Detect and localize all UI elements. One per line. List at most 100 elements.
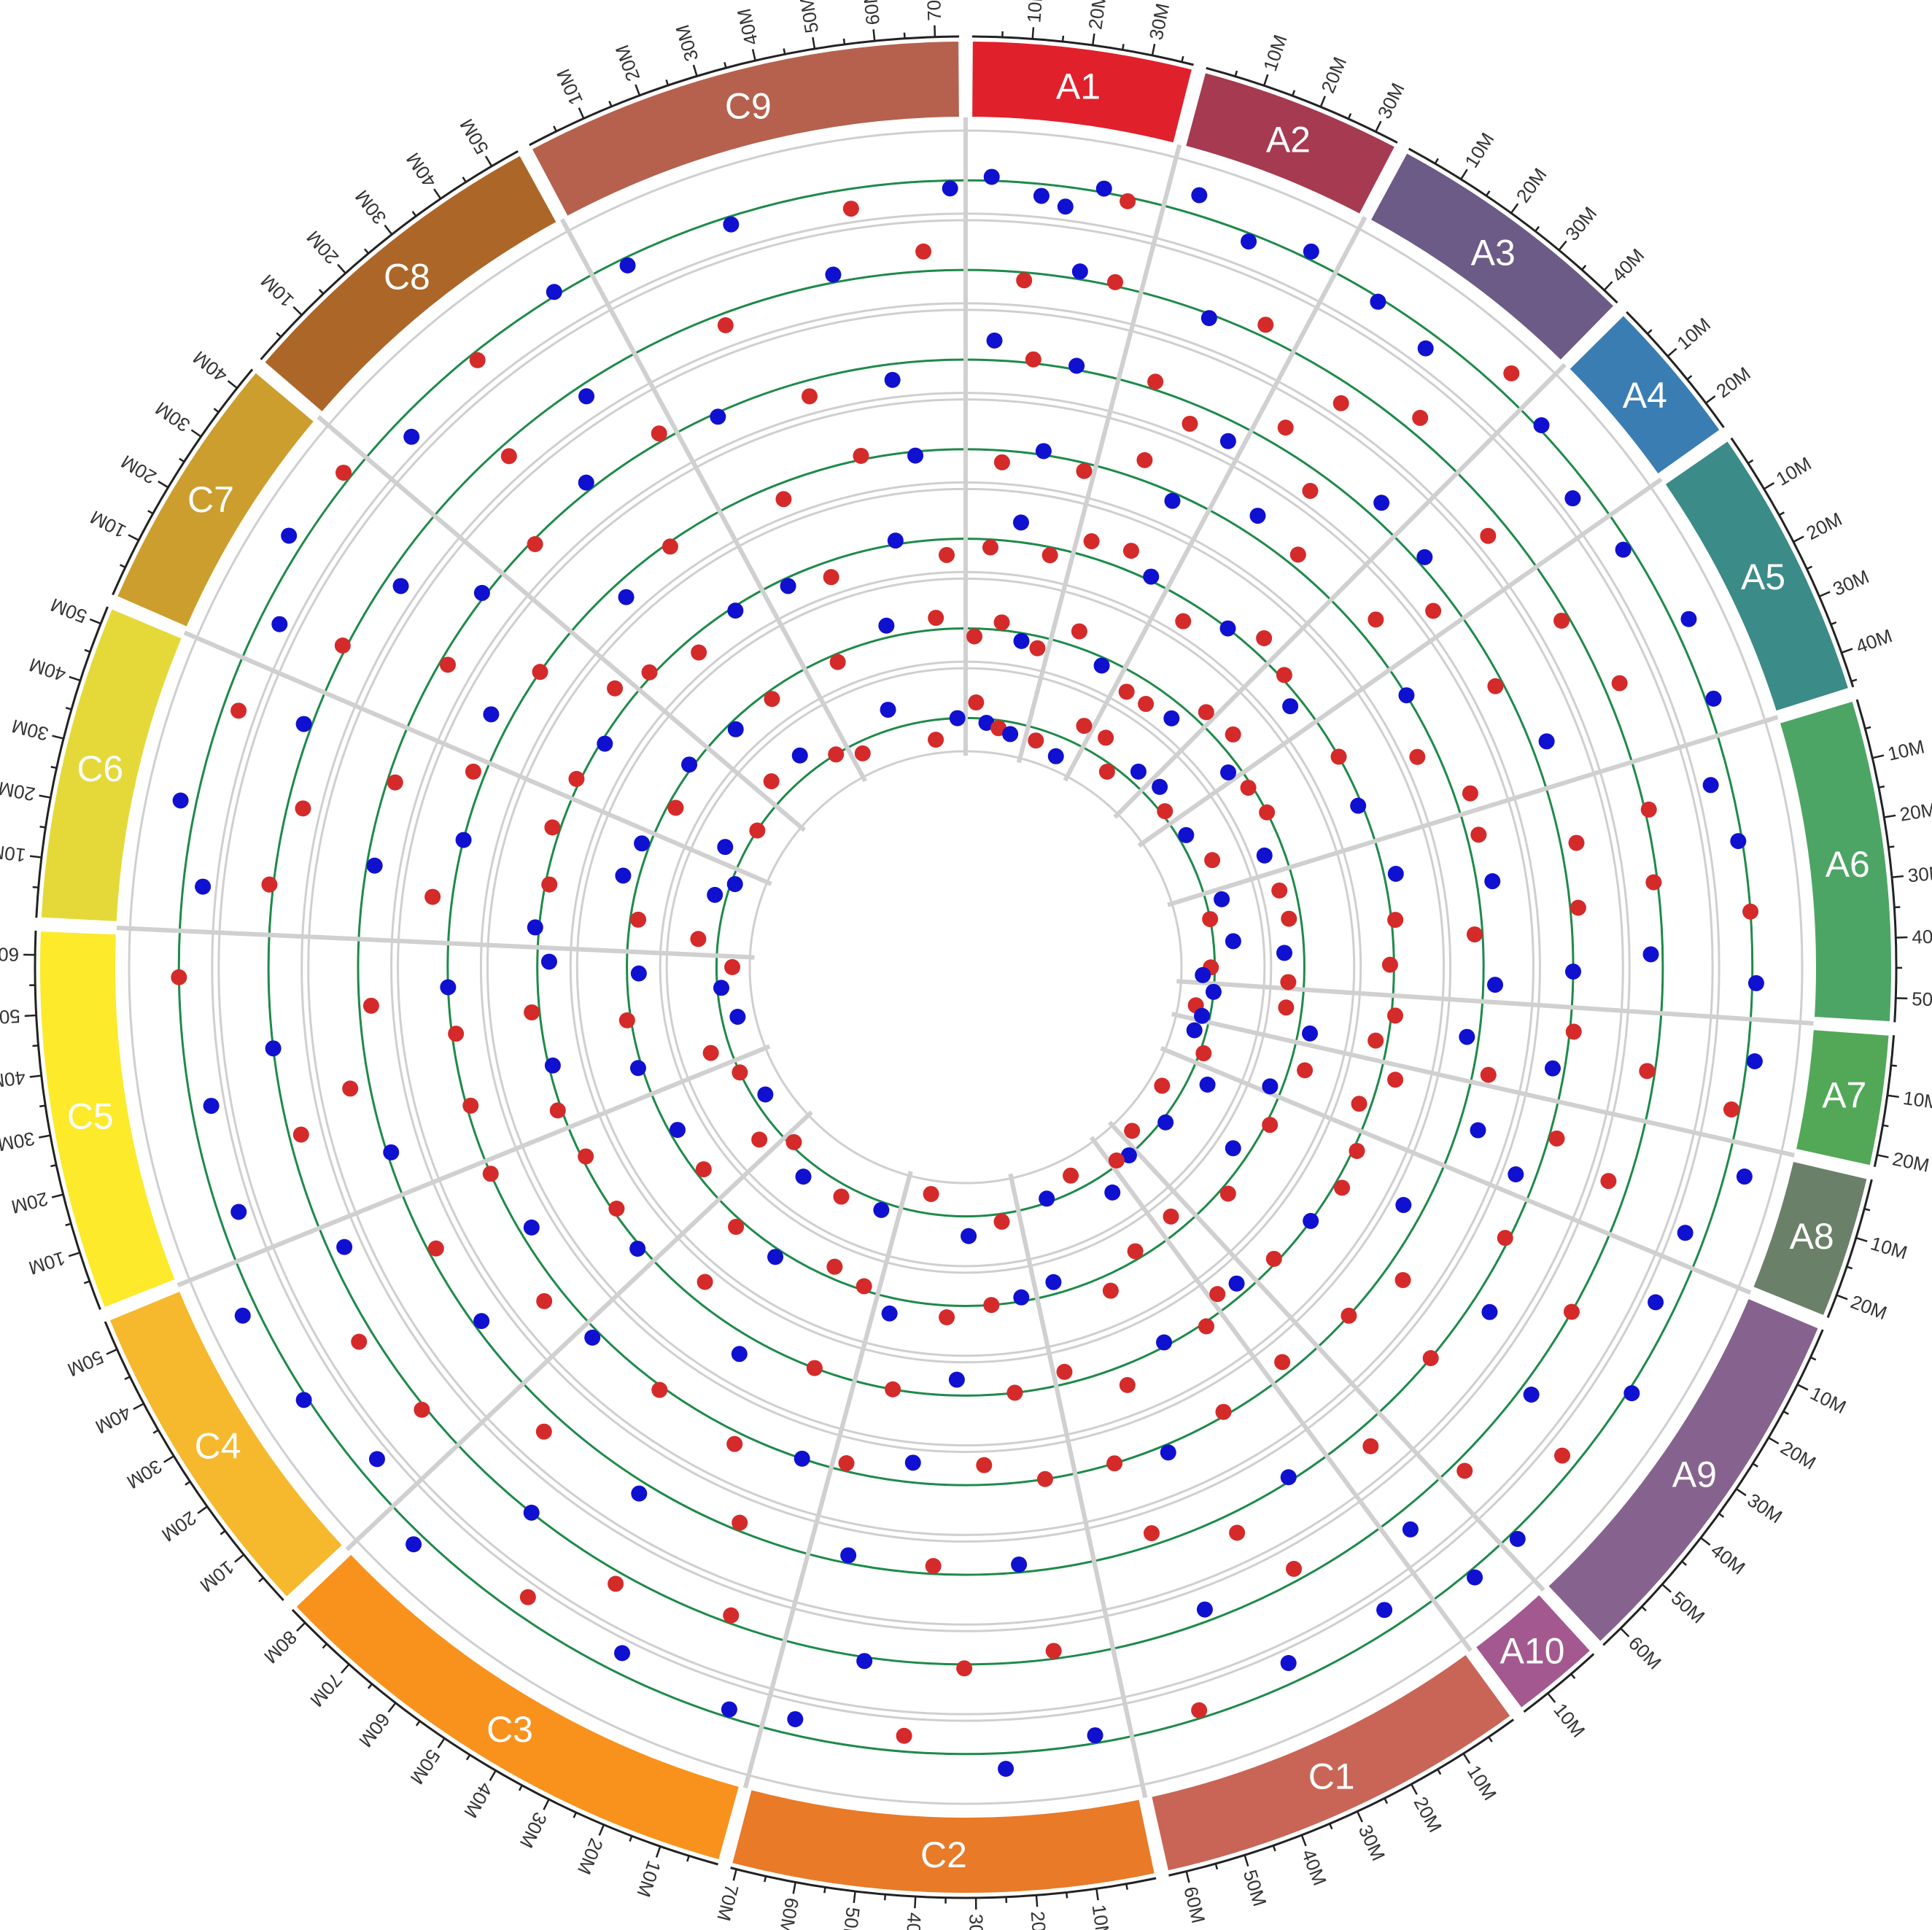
axis-tick (1793, 535, 1804, 543)
data-point (925, 1558, 942, 1575)
tick-label: 50M (406, 1745, 444, 1788)
tick-label: 50M (64, 1346, 106, 1381)
axis-tick (318, 289, 325, 295)
axis-tick (629, 1835, 633, 1842)
axis-tick (1035, 1895, 1039, 1907)
data-point (281, 527, 298, 544)
axis-tick (598, 1824, 605, 1836)
axis-arc (260, 150, 519, 360)
axis-tick (1570, 1673, 1576, 1679)
data-point (1102, 1282, 1119, 1299)
axis-tick (411, 211, 417, 217)
data-point (1648, 1294, 1664, 1311)
axis-arc (291, 1608, 718, 1866)
data-point (630, 911, 647, 928)
axis-arc (1826, 1179, 1873, 1319)
chromosome-label-a8: A8 (1790, 1216, 1834, 1257)
data-point (527, 536, 543, 553)
data-point (723, 216, 740, 233)
data-point (1240, 779, 1257, 796)
data-point (939, 1309, 955, 1325)
axis-tick (1855, 1236, 1868, 1242)
tick-label: 30M (351, 186, 391, 228)
tick-label: 30M (9, 715, 50, 745)
data-point (794, 1450, 810, 1467)
tick-label: 20M (611, 42, 645, 85)
axis-tick (1510, 203, 1519, 214)
data-point (840, 1547, 857, 1564)
tick-label: 10M (1772, 452, 1815, 490)
axis-tick (39, 1104, 46, 1108)
data-point (1553, 612, 1570, 629)
data-point (732, 1514, 748, 1531)
axis-tick (1291, 90, 1296, 96)
axis-tick (1121, 44, 1125, 50)
data-point (993, 614, 1010, 631)
tick-label: 60M (0, 943, 19, 966)
tick-label: 50M (0, 1005, 21, 1029)
data-point (608, 1201, 625, 1217)
tick-label: 60M (354, 1709, 395, 1751)
data-point (448, 1026, 465, 1042)
data-point (1083, 533, 1100, 550)
axis-tick (29, 1074, 42, 1078)
axis-arc (730, 1867, 1157, 1899)
axis-tick (518, 1785, 523, 1791)
data-point (717, 317, 734, 333)
data-point (764, 691, 780, 708)
data-point (1297, 1062, 1314, 1079)
chromosome-divider (1176, 979, 1814, 1026)
tick-label: 10M (1869, 1232, 1910, 1263)
chromosome-label-c3: C3 (486, 1709, 533, 1750)
data-point (1163, 710, 1180, 726)
data-point (885, 1381, 901, 1398)
tick-label: 40M (0, 1066, 27, 1093)
data-point (956, 1660, 973, 1677)
data-point (1553, 1447, 1570, 1464)
axis-arc (1206, 66, 1398, 144)
data-point (1332, 395, 1349, 411)
axis-tick (1841, 648, 1853, 654)
data-point (1289, 546, 1306, 563)
axis-tick (1736, 1488, 1747, 1497)
chromosome-label-a7: A7 (1822, 1075, 1866, 1116)
data-point (1041, 547, 1058, 564)
tick-label: 70M (713, 1882, 743, 1923)
axis-tick (1375, 120, 1382, 133)
data-point (1076, 462, 1093, 479)
axis-tick (1244, 1854, 1249, 1867)
data-point (1186, 1022, 1203, 1039)
data-point (1219, 620, 1236, 637)
axis-tick (1547, 1692, 1556, 1703)
data-point (1470, 826, 1487, 843)
data-point (532, 664, 548, 681)
axis-tick (52, 735, 64, 740)
data-point (751, 1131, 768, 1148)
data-point (1200, 310, 1217, 327)
data-point (856, 1278, 872, 1295)
data-point (1276, 667, 1292, 683)
data-point (1481, 1303, 1498, 1320)
data-point (823, 569, 839, 586)
axis-tick (692, 64, 698, 77)
axis-tick (65, 707, 72, 710)
axis-tick (1437, 1769, 1442, 1775)
data-point (1281, 910, 1297, 927)
axis-tick (437, 1737, 446, 1749)
data-point (729, 1009, 746, 1026)
chromosome-label-c6: C6 (77, 748, 123, 789)
data-point (1640, 801, 1657, 818)
data-point (541, 876, 558, 893)
data-point (726, 1435, 743, 1452)
data-point (1191, 1702, 1208, 1718)
chromosome-divider (1008, 1173, 1148, 1799)
data-point (923, 1185, 939, 1202)
data-point (1639, 1063, 1656, 1080)
axis-tick (1356, 1810, 1363, 1823)
axis-tick (363, 248, 370, 255)
data-point (1214, 891, 1230, 907)
data-point (982, 539, 998, 556)
data-point (1705, 690, 1722, 707)
data-point (1256, 629, 1273, 646)
axis-tick (65, 1222, 71, 1227)
